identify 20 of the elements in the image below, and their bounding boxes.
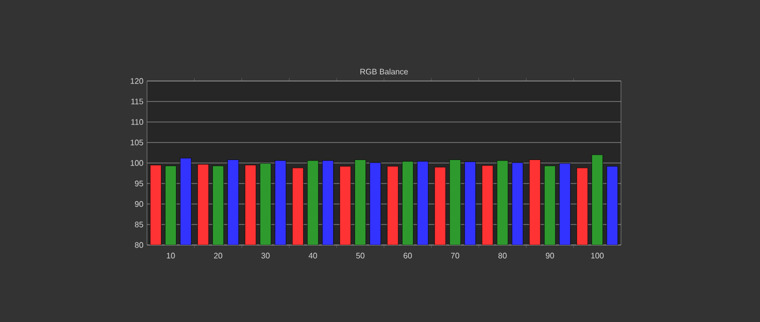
x-tick-label: 20	[214, 252, 222, 258]
y-tick-label: 95	[134, 180, 144, 186]
x-tick-label: 30	[261, 252, 270, 258]
x-tick-label: 60	[404, 252, 412, 258]
x-tick-label: 80	[498, 252, 507, 258]
y-tick-label: 85	[134, 222, 144, 228]
y-tick-label: 110	[131, 119, 144, 125]
x-tick-label: 90	[546, 252, 554, 258]
x-tick-label: 10	[166, 252, 175, 258]
y-tick-label: 90	[134, 201, 144, 207]
y-tick-label: 120	[130, 78, 144, 84]
y-tick-label: 80	[134, 242, 144, 248]
chart-title: RGB Balance	[360, 68, 408, 74]
x-tick-label: 70	[451, 252, 460, 258]
y-tick-label: 115	[131, 98, 144, 104]
x-tick-label: 100	[591, 252, 604, 258]
y-tick-label: 100	[130, 160, 144, 166]
x-tick-label: 40	[308, 252, 318, 258]
y-tick-label: 105	[130, 140, 144, 146]
x-tick-label: 50	[356, 252, 364, 258]
